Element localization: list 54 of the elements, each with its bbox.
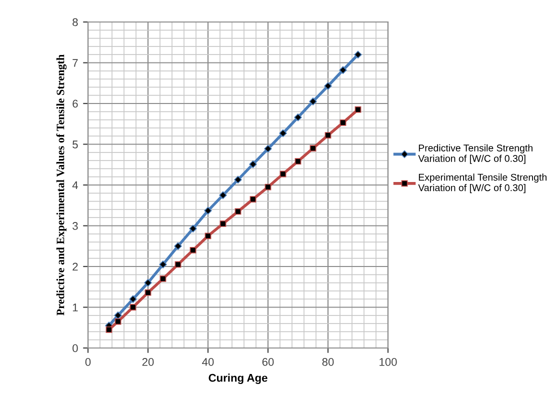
point bbox=[114, 312, 122, 320]
y-tick-label: 8 bbox=[72, 18, 78, 26]
point bbox=[204, 232, 212, 240]
point bbox=[204, 206, 212, 215]
point bbox=[250, 196, 256, 202]
legend-label: Predictive Tensile Strength Variation of [W/C of 0.30] bbox=[418, 144, 532, 164]
point bbox=[310, 145, 316, 152]
y-tick-label: 0 bbox=[72, 344, 78, 352]
point bbox=[144, 289, 152, 296]
legend-label: Experimental Tensile Strength Variation of [W/C of 0.30] bbox=[418, 174, 546, 194]
point bbox=[264, 184, 272, 190]
point bbox=[294, 114, 302, 122]
point bbox=[114, 318, 122, 325]
x-tick-label: 40 bbox=[202, 358, 214, 366]
point bbox=[234, 176, 242, 184]
x-tick-label: 60 bbox=[262, 358, 274, 366]
y-tick-label: 7 bbox=[72, 59, 78, 67]
point bbox=[354, 106, 362, 113]
point bbox=[220, 220, 226, 227]
x-tick-label: 80 bbox=[322, 358, 334, 366]
point bbox=[144, 278, 152, 287]
point bbox=[190, 247, 196, 254]
y-axis-title: Predictive and Experimental Values of Tensile Strength bbox=[56, 54, 67, 316]
point bbox=[106, 326, 112, 333]
point bbox=[174, 261, 182, 268]
point bbox=[339, 66, 347, 74]
point bbox=[219, 191, 227, 200]
point bbox=[159, 260, 167, 268]
point bbox=[129, 295, 137, 303]
point bbox=[174, 242, 182, 250]
point bbox=[324, 82, 332, 90]
point bbox=[279, 129, 287, 138]
point bbox=[340, 119, 346, 126]
point bbox=[130, 304, 136, 310]
x-tick-label: 20 bbox=[142, 358, 154, 366]
point bbox=[280, 170, 286, 178]
y-tick-label: 5 bbox=[72, 140, 78, 148]
x-tick-label: 100 bbox=[380, 358, 397, 366]
y-tick-label: 1 bbox=[72, 304, 78, 312]
point bbox=[189, 224, 197, 232]
x-axis-title: Curing Age bbox=[208, 374, 268, 384]
point bbox=[160, 276, 166, 282]
point bbox=[354, 50, 362, 58]
y-tick-label: 6 bbox=[72, 100, 78, 108]
point bbox=[309, 98, 317, 106]
point bbox=[234, 208, 242, 215]
point bbox=[324, 132, 332, 138]
y-tick-label: 3 bbox=[72, 222, 78, 230]
point bbox=[249, 160, 257, 168]
point bbox=[294, 158, 302, 165]
x-tick-label: 0 bbox=[85, 358, 91, 366]
point bbox=[264, 144, 272, 153]
y-tick-label: 2 bbox=[72, 262, 78, 271]
y-tick-label: 4 bbox=[72, 181, 78, 190]
